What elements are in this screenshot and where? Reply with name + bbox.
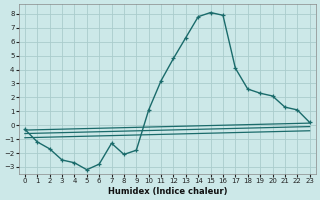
X-axis label: Humidex (Indice chaleur): Humidex (Indice chaleur) xyxy=(108,187,227,196)
